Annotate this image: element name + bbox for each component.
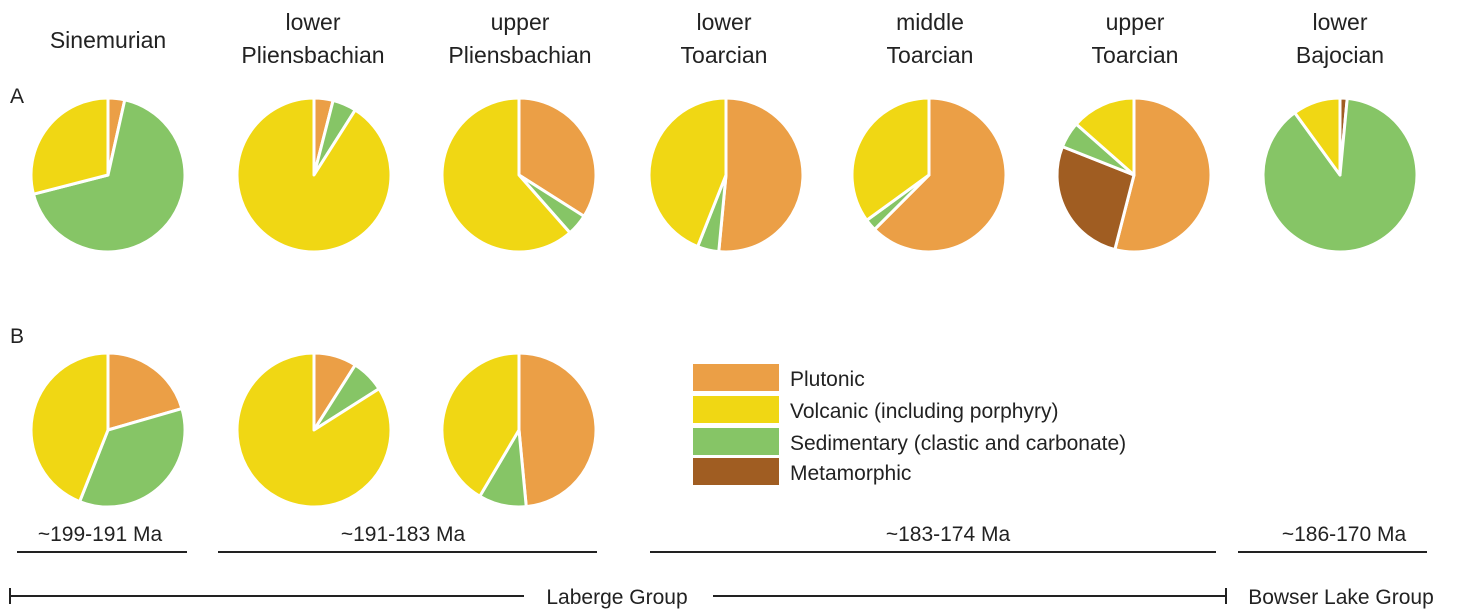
pie-b-2-slice-volcanic (235, 351, 393, 509)
stage-header-6-line2: Toarcian (1092, 42, 1179, 68)
pie-a-2-slice-volcanic (235, 96, 393, 254)
pie-b-1 (29, 351, 187, 509)
pie-b-1-slice-volcanic (29, 351, 110, 504)
pie-a-3 (440, 96, 598, 254)
group-label-laberge: Laberge Group (546, 586, 687, 609)
legend: Plutonic Volcanic (including porphyry) S… (693, 364, 1126, 485)
pie-charts (29, 96, 1419, 509)
pie-a-4-slice-volcanic (647, 96, 728, 249)
pie-a-6-slice-metamorphic (1055, 145, 1136, 252)
pie-a-3-slice-volcanic (440, 96, 572, 254)
pie-b-3 (440, 351, 598, 509)
stage-header-6-line1: upper (1106, 9, 1165, 35)
legend-swatch-plutonic (693, 364, 779, 391)
legend-swatch-volcanic (693, 396, 779, 423)
stage-header-3-line2: Pliensbachian (448, 42, 591, 68)
stage-header-3-line1: upper (491, 9, 550, 35)
pie-b-3-slice-plutonic (517, 351, 598, 509)
stage-header-4-line2: Toarcian (681, 42, 768, 68)
stage-header-7-line1: lower (1313, 9, 1368, 35)
stage-header-4-line1: lower (697, 9, 752, 35)
pie-b-2 (235, 351, 393, 509)
pie-a-4-slice-plutonic (717, 96, 805, 254)
legend-label-volcanic: Volcanic (including porphyry) (790, 400, 1058, 423)
pie-a-6-slice-volcanic (1074, 96, 1136, 177)
age-range-4: ~186-170 Ma (1282, 523, 1407, 546)
pie-b-1-slice-sedimentary (78, 407, 187, 509)
legend-swatch-sedimentary (693, 428, 779, 455)
pie-a-2 (235, 96, 393, 254)
pie-a-1-slice-sedimentary (31, 98, 187, 254)
pie-a-5 (850, 96, 1008, 254)
group-label-bowser: Bowser Lake Group (1248, 586, 1434, 609)
pie-a-5-slice-volcanic (850, 96, 931, 222)
stage-header-2-line1: lower (286, 9, 341, 35)
legend-label-metamorphic: Metamorphic (790, 462, 911, 485)
pie-b-1-slice-plutonic (106, 351, 184, 432)
pie-a-5-slice-plutonic (873, 96, 1008, 254)
group-bar: Laberge Group Bowser Lake Group (9, 586, 1434, 609)
stage-header-5-line1: middle (896, 9, 964, 35)
stage-header-5-line2: Toarcian (887, 42, 974, 68)
row-label-b: B (10, 325, 24, 348)
age-range-3: ~183-174 Ma (886, 523, 1011, 546)
stage-headers: Sinemurian lower Pliensbachian upper Pli… (50, 9, 1384, 68)
pie-a-6-slice-plutonic (1113, 96, 1213, 254)
age-ranges: ~199-191 Ma ~191-183 Ma ~183-174 Ma ~186… (17, 523, 1427, 553)
legend-label-plutonic: Plutonic (790, 368, 865, 391)
legend-label-sedimentary: Sedimentary (clastic and carbonate) (790, 432, 1126, 455)
stage-header-2-line2: Pliensbachian (241, 42, 384, 68)
pie-a-6 (1055, 96, 1213, 254)
stage-header-1-line2: Sinemurian (50, 27, 166, 53)
pie-a-1-slice-volcanic (29, 96, 110, 196)
pie-a-7 (1261, 96, 1419, 254)
legend-swatch-metamorphic (693, 458, 779, 485)
age-range-1: ~199-191 Ma (38, 523, 163, 546)
pie-a-4 (647, 96, 805, 254)
pie-a-7-slice-volcanic (1293, 96, 1342, 177)
pie-b-3-slice-volcanic (440, 351, 521, 498)
age-range-2: ~191-183 Ma (341, 523, 466, 546)
pie-a-1 (29, 96, 187, 254)
stage-header-7-line2: Bajocian (1296, 42, 1384, 68)
row-label-a: A (10, 85, 24, 108)
